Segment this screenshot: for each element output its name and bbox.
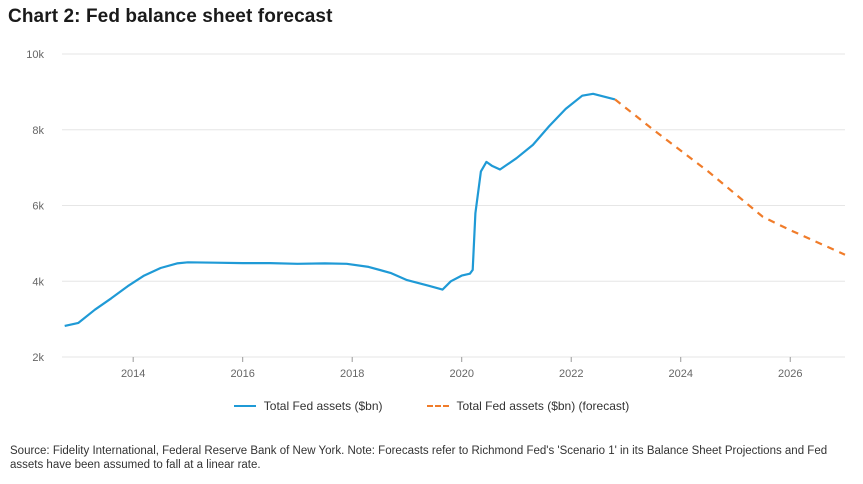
legend-swatch-actual — [233, 405, 256, 407]
x-tick-label: 2018 — [340, 368, 364, 380]
legend: Total Fed assets ($bn) Total Fed assets … — [0, 399, 863, 413]
legend-label-actual: Total Fed assets ($bn) — [263, 399, 383, 413]
x-tick-label: 2024 — [668, 368, 692, 380]
x-tick-label: 2016 — [230, 368, 254, 380]
y-axis-ticks: 2k 4k 6k 8k 10k — [26, 49, 44, 364]
legend-item-actual[interactable]: Total Fed assets ($bn) — [233, 399, 383, 413]
y-tick-label: 6k — [32, 201, 44, 213]
x-axis-ticks: 2014 2016 2018 2020 2022 2024 2026 — [121, 357, 802, 380]
series-line-actual[interactable] — [64, 92, 616, 327]
y-tick-label: 2k — [32, 352, 44, 364]
series-lines — [64, 92, 846, 327]
series-line-forecast[interactable] — [614, 98, 846, 256]
x-tick-label: 2020 — [449, 368, 473, 380]
chart-title: Chart 2: Fed balance sheet forecast — [8, 6, 333, 27]
y-tick-label: 8k — [32, 125, 44, 137]
grid-lines — [62, 53, 845, 358]
legend-item-forecast[interactable]: Total Fed assets ($bn) (forecast) — [426, 399, 630, 413]
line-chart: 2k 4k 6k 8k 10k 2014 2016 2018 2020 2022 2024 2026 — [26, 49, 846, 380]
source-note: Source: Fidelity International, Federal … — [10, 445, 828, 471]
x-tick-label: 2022 — [559, 368, 583, 380]
legend-swatch-forecast — [426, 405, 449, 407]
y-tick-label: 10k — [26, 49, 44, 61]
legend-label-forecast: Total Fed assets ($bn) (forecast) — [456, 399, 630, 413]
x-tick-label: 2014 — [121, 368, 145, 380]
x-tick-label: 2026 — [778, 368, 802, 380]
y-tick-label: 4k — [32, 276, 44, 288]
